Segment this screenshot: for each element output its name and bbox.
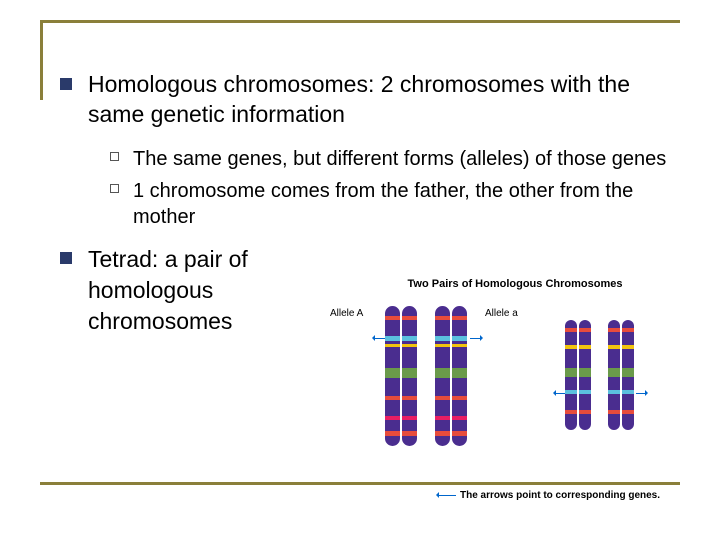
chromatid	[435, 306, 450, 446]
frame-top	[40, 20, 680, 23]
chromatid	[622, 320, 634, 430]
chromosome-pair-2b	[608, 320, 634, 430]
frame-left	[40, 20, 43, 100]
chromatid	[565, 320, 577, 430]
sub-list: The same genes, but different forms (all…	[110, 146, 680, 230]
bullet-text: Homologous chromosomes: 2 chromosomes wi…	[88, 70, 680, 130]
sub-bullet-2: 1 chromosome comes from the father, the …	[110, 178, 680, 230]
chromatid	[452, 306, 467, 446]
sub-bullet-text: The same genes, but different forms (all…	[133, 146, 666, 172]
chromosome-pair-1b	[435, 306, 467, 446]
chromosome-pair-2a	[565, 320, 591, 430]
arrow-icon	[555, 393, 565, 394]
chromatid	[579, 320, 591, 430]
sub-bullet-1: The same genes, but different forms (all…	[110, 146, 680, 172]
diagram-caption: The arrows point to corresponding genes.	[460, 490, 660, 501]
chromatid	[402, 306, 417, 446]
sub-bullet-text: 1 chromosome comes from the father, the …	[133, 178, 680, 230]
arrow-icon	[470, 338, 481, 339]
bullet-main-2: Tetrad: a pair of homologous chromosomes	[60, 244, 340, 337]
allele-b-label: Allele a	[485, 308, 518, 319]
allele-a-label: Allele A	[330, 308, 363, 319]
bullet-text: Tetrad: a pair of homologous chromosomes	[88, 244, 340, 337]
bullet-square-icon	[60, 78, 72, 90]
chromosome-diagram: Two Pairs of Homologous Chromosomes Alle…	[330, 278, 700, 518]
bullet-square-icon	[60, 252, 72, 264]
arrow-icon	[374, 338, 385, 339]
caption-arrow-icon	[438, 495, 456, 496]
sub-bullet-square-icon	[110, 184, 119, 193]
chromosome-pair-1a	[385, 306, 417, 446]
arrow-icon	[636, 393, 646, 394]
chromatid	[608, 320, 620, 430]
diagram-title: Two Pairs of Homologous Chromosomes	[330, 278, 700, 290]
sub-bullet-square-icon	[110, 152, 119, 161]
bullet-main-1: Homologous chromosomes: 2 chromosomes wi…	[60, 70, 680, 130]
chromatid	[385, 306, 400, 446]
